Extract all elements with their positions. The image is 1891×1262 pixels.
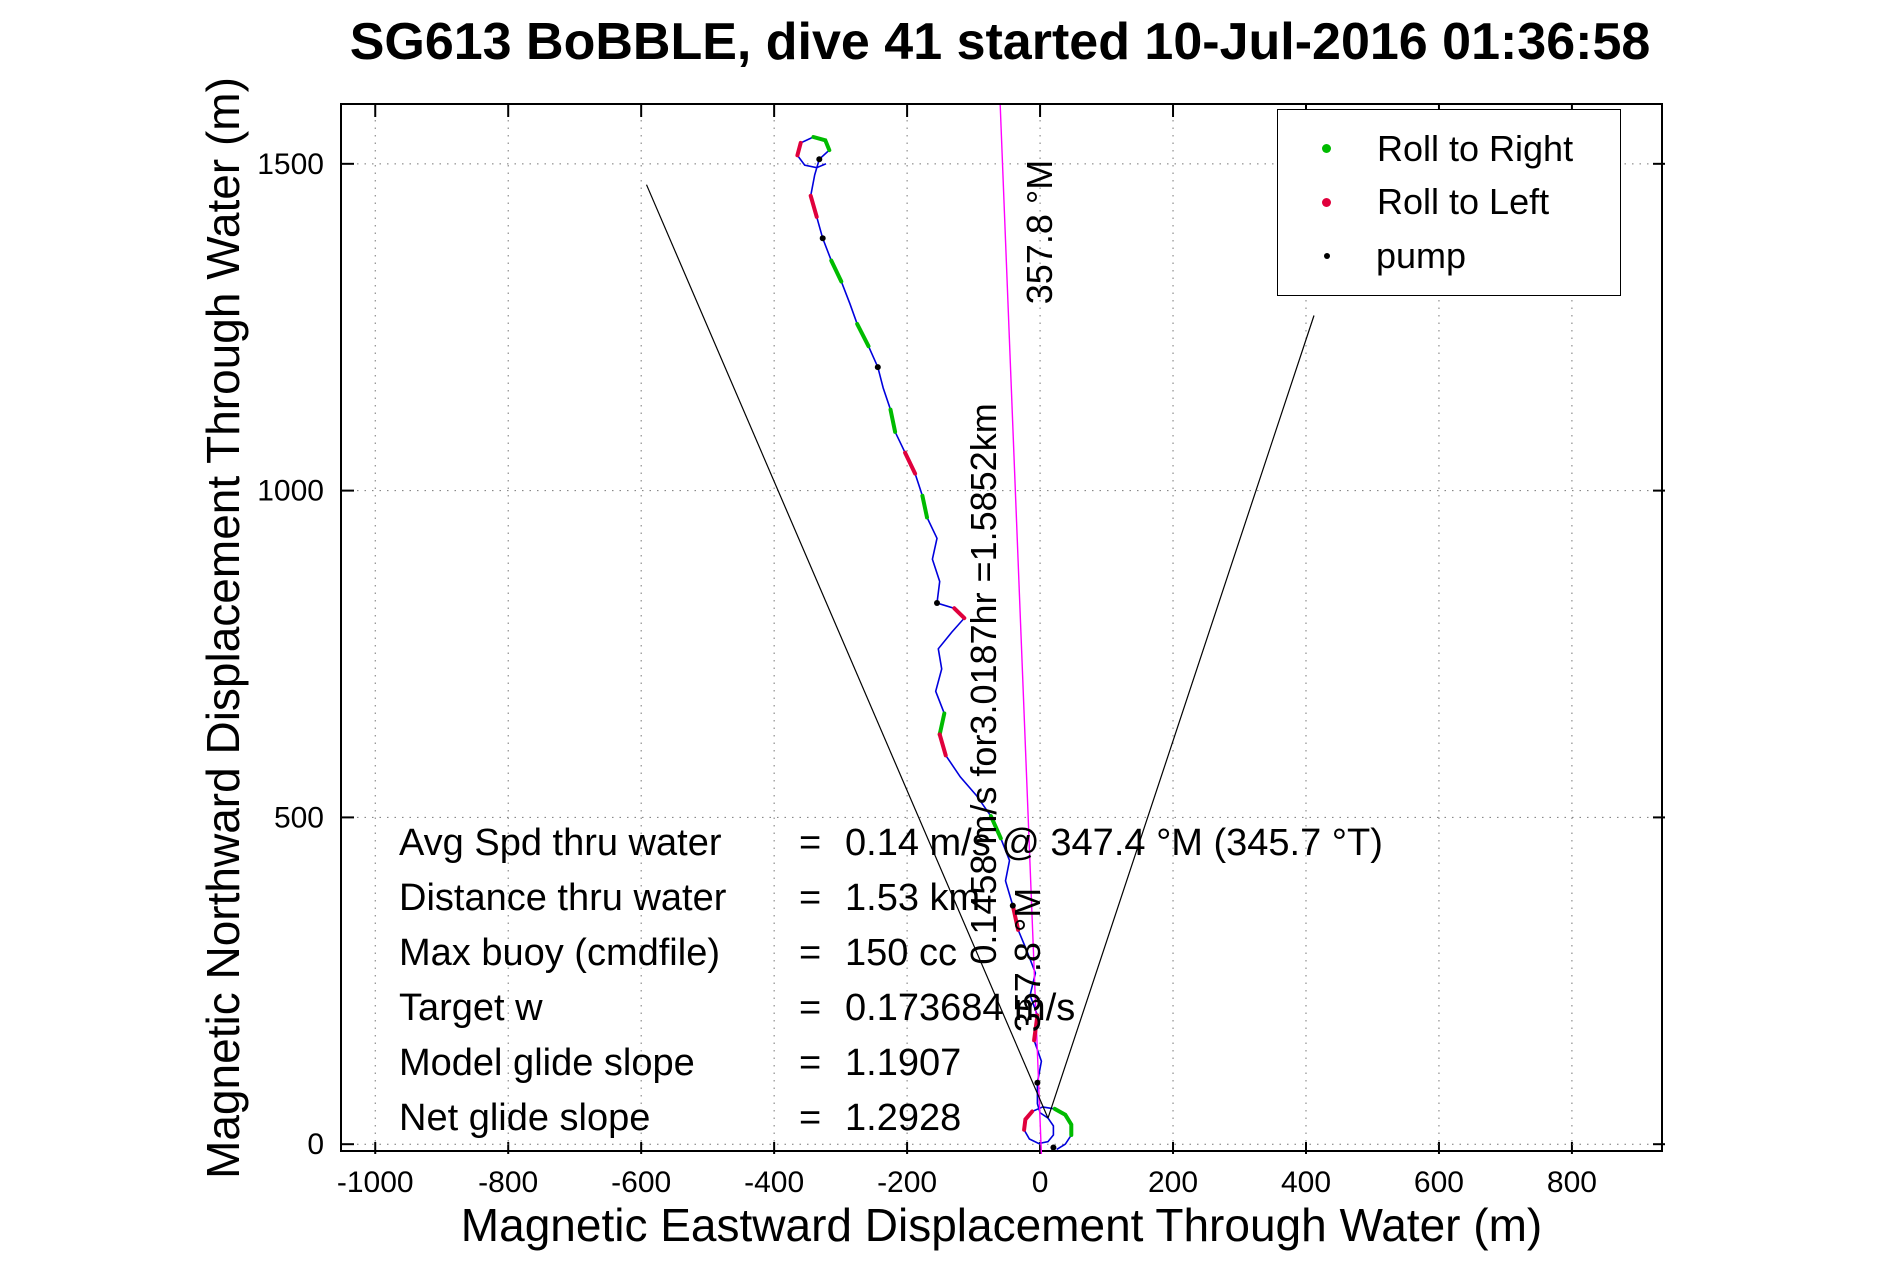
legend-item-roll-left: Roll to Left xyxy=(1322,181,1620,223)
legend-label: pump xyxy=(1376,235,1467,277)
x-tick-label: -200 xyxy=(877,1166,937,1199)
stat-row-target-w: Target w = 0.173684 m/s xyxy=(399,981,1383,1036)
legend-label: Roll to Left xyxy=(1377,181,1550,223)
roll-to-right-segment xyxy=(988,814,1003,841)
dive-stats: Avg Spd thru water = 0.14 m/s @ 347.4 °M… xyxy=(399,816,1383,1146)
stat-row-model-glide-slope: Model glide slope = 1.1907 xyxy=(399,1036,1383,1091)
speed-distance-annotation: 0.1458 m/s for3.0187hr =1.5852km xyxy=(963,403,1004,965)
stat-label: Model glide slope xyxy=(399,1042,695,1084)
legend-item-roll-right: Roll to Right xyxy=(1322,128,1620,170)
bearing-line-357-8M-line xyxy=(999,104,1043,1155)
roll-to-left-segment xyxy=(903,450,918,476)
roll-to-right-segment xyxy=(855,322,871,349)
stat-label: Avg Spd thru water xyxy=(399,822,722,864)
stat-equals: = xyxy=(799,932,822,974)
stat-label: Max buoy (cmdfile) xyxy=(399,932,720,974)
pump-dot xyxy=(1009,902,1016,909)
pump-dot xyxy=(874,364,881,371)
roll-to-left-segment xyxy=(808,193,819,219)
stat-label: Net glide slope xyxy=(399,1097,651,1139)
stat-value: 0.14 m/s @ 347.4 °M (345.7 °T) xyxy=(845,822,1383,864)
roll-to-right-segment xyxy=(937,711,947,737)
x-tick-label: 200 xyxy=(1148,1166,1198,1199)
stat-value: 1.1907 xyxy=(845,1042,962,1084)
x-tick-label: 800 xyxy=(1547,1166,1597,1199)
bearing-annotation-top: 357.8 °M xyxy=(1019,159,1060,305)
plot-canvas: -1000 -800 -600 -400 -200 0 200 400 600 800 0 500 10… xyxy=(257,104,1665,1199)
roll-left-marker-icon xyxy=(1322,197,1331,207)
x-tick-label: 0 xyxy=(1032,1166,1049,1199)
roll-to-right-segment xyxy=(1052,1106,1074,1137)
stat-row-avg-speed: Avg Spd thru water = 0.14 m/s @ 347.4 °M… xyxy=(399,816,1383,871)
bearing-annotation-bottom: 357.8 °M xyxy=(1007,887,1048,1033)
stat-label: Distance thru water xyxy=(399,877,727,919)
stat-label: Target w xyxy=(399,987,543,1029)
roll-to-right-segment xyxy=(811,135,832,153)
roll-to-left-segment xyxy=(1022,1109,1035,1132)
stat-value: 150 cc xyxy=(845,932,957,974)
dive-track-line xyxy=(796,136,1073,1151)
stat-equals: = xyxy=(799,822,822,864)
x-tick-label: -800 xyxy=(478,1166,538,1199)
pump-dot xyxy=(1034,1079,1041,1086)
x-tick-label: -600 xyxy=(611,1166,671,1199)
pump-dot xyxy=(934,600,940,606)
stat-equals: = xyxy=(799,987,822,1029)
roll-to-right-segment xyxy=(829,258,844,284)
plot-area: -1000 -800 -600 -400 -200 0 200 400 600 800 0 500 10… xyxy=(257,103,1665,1199)
y-tick-label: 0 xyxy=(307,1128,324,1161)
stat-value: 0.173684 m/s xyxy=(845,987,1076,1029)
roll-to-right-segment xyxy=(888,407,898,434)
stat-equals: = xyxy=(799,1042,822,1084)
stat-equals: = xyxy=(799,877,822,919)
plot-title: SG613 BoBBLE, dive 41 started 10-Jul-201… xyxy=(349,13,1651,71)
x-tick-label: -400 xyxy=(744,1166,804,1199)
x-axis-label: Magnetic Eastward Displacement Through W… xyxy=(460,1199,1543,1251)
x-tick-label: 400 xyxy=(1281,1166,1331,1199)
roll-to-left-segment xyxy=(952,606,967,621)
legend-item-pump: pump xyxy=(1322,235,1620,277)
pump-marker-icon xyxy=(1324,253,1330,260)
stat-equals: = xyxy=(799,1097,822,1139)
stat-value: 1.2928 xyxy=(845,1097,962,1139)
legend-label: Roll to Right xyxy=(1377,127,1574,169)
pump-dot xyxy=(816,156,823,163)
stat-row-distance: Distance thru water = 1.53 km xyxy=(399,871,1383,926)
y-tick-label: 500 xyxy=(274,801,324,834)
legend: Roll to Right Roll to Left pump xyxy=(1277,109,1621,296)
x-tick-label: 600 xyxy=(1414,1166,1464,1199)
roll-right-marker-icon xyxy=(1322,144,1331,154)
pump-dot xyxy=(1050,1144,1057,1151)
sight-line-right-line xyxy=(1047,315,1315,1119)
sight-line-left-line xyxy=(645,184,1049,1119)
y-axis-label: Magnetic Northward Displacement Through … xyxy=(197,77,249,1179)
roll-to-left-segment xyxy=(1032,1013,1040,1043)
stat-row-max-buoy: Max buoy (cmdfile) = 150 cc xyxy=(399,926,1383,981)
pump-dot xyxy=(819,235,826,242)
roll-to-left-segment xyxy=(937,732,948,758)
roll-to-right-segment xyxy=(920,493,929,520)
y-tick-label: 1500 xyxy=(257,148,324,181)
stat-row-net-glide-slope: Net glide slope = 1.2928 xyxy=(399,1091,1383,1146)
x-tick-label: -1000 xyxy=(337,1166,414,1199)
roll-to-left-segment xyxy=(795,140,803,158)
roll-to-left-segment xyxy=(1010,903,1021,932)
stat-value: 1.53 km xyxy=(845,877,981,919)
y-tick-label: 1000 xyxy=(257,475,324,508)
